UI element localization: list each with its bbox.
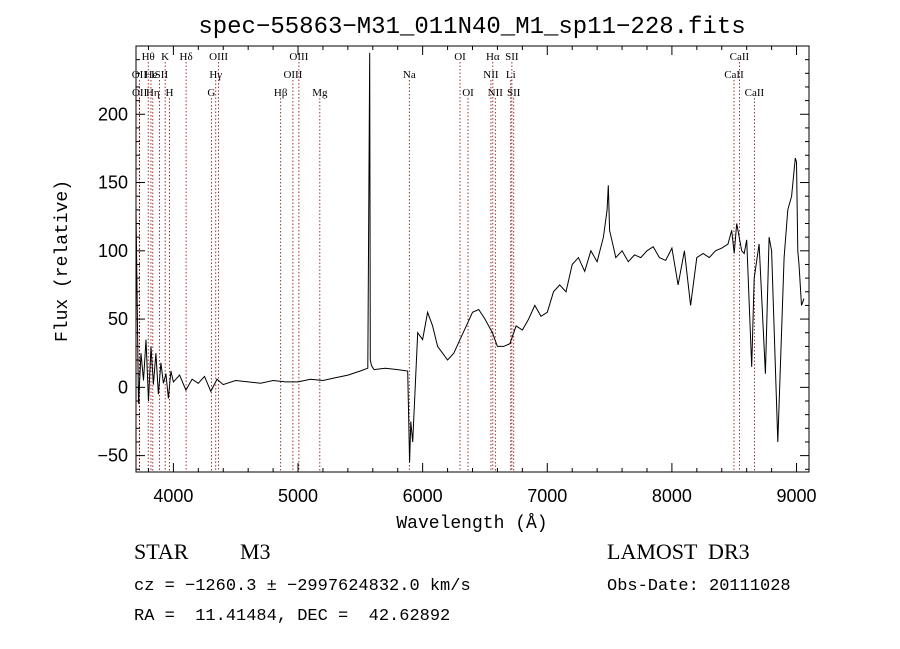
x-tick-label: 8000 xyxy=(652,486,692,506)
marker-label: Na xyxy=(403,69,416,81)
marker-label: CaII xyxy=(730,51,750,63)
object-subclass: M3 xyxy=(240,539,271,564)
marker-label: SII xyxy=(505,51,519,63)
marker-label: Hη xyxy=(146,87,160,99)
marker-label: He xyxy=(145,69,158,81)
marker-label: CaII xyxy=(724,69,744,81)
spectrum-line xyxy=(135,52,805,463)
y-tick-label: 50 xyxy=(108,309,128,329)
y-axis: −50 0 50 100 150 200 xyxy=(97,59,809,470)
marker-label: ISII xyxy=(151,69,168,81)
plot-area xyxy=(135,45,810,473)
marker-label: H xyxy=(166,87,174,99)
chart-title: spec−55863−M31_011N40_M1_sp11−228.fits xyxy=(198,14,745,41)
y-axis-label: Flux (relative) xyxy=(53,180,73,342)
object-type: STAR xyxy=(134,539,189,564)
marker-label: NII xyxy=(483,69,499,81)
y-tick-label: 0 xyxy=(118,377,128,397)
marker-label: OIII xyxy=(209,51,228,63)
marker-label: CaII xyxy=(745,87,765,99)
marker-label: SII xyxy=(507,87,521,99)
x-tick-label: 4000 xyxy=(153,486,193,506)
x-tick-label: 7000 xyxy=(527,486,567,506)
plot-frame xyxy=(135,45,810,473)
x-tick-label: 9000 xyxy=(777,486,817,506)
x-tick-label: 6000 xyxy=(403,486,443,506)
marker-label: Hγ xyxy=(209,69,222,81)
marker-label: Li xyxy=(506,69,516,81)
marker-label: OI xyxy=(462,87,474,99)
marker-label: Hδ xyxy=(180,51,193,63)
spectrum-info: STAR M3 LAMOST DR3 cz = −1260.3 ± −29976… xyxy=(134,539,791,626)
y-tick-label: 200 xyxy=(98,104,128,124)
marker-label: Hβ xyxy=(274,87,288,99)
survey-name: LAMOST DR3 xyxy=(607,539,750,564)
marker-label: Hα xyxy=(486,51,500,63)
marker-label: NII xyxy=(488,87,504,99)
marker-label: K xyxy=(161,51,169,63)
marker-label: Mg xyxy=(312,87,328,99)
marker-label: G xyxy=(207,87,215,99)
obs-date: Obs-Date: 20111028 xyxy=(607,577,791,596)
x-axis-label: Wavelength (Å) xyxy=(396,513,547,534)
spectral-line-markers xyxy=(138,62,755,472)
marker-label: OI xyxy=(454,51,466,63)
x-axis: 4000 5000 6000 7000 8000 9000 xyxy=(147,46,817,506)
x-tick-label: 5000 xyxy=(278,486,318,506)
marker-label: Hθ xyxy=(142,51,155,63)
coordinates-text: RA = 11.41484, DEC = 42.62892 xyxy=(134,607,450,626)
y-tick-label: −50 xyxy=(97,446,128,466)
marker-label: OIII xyxy=(289,51,308,63)
marker-label: OIII xyxy=(283,69,302,81)
y-tick-label: 100 xyxy=(98,241,128,261)
y-tick-label: 150 xyxy=(98,173,128,193)
velocity-text: cz = −1260.3 ± −2997624832.0 km/s xyxy=(134,577,471,596)
